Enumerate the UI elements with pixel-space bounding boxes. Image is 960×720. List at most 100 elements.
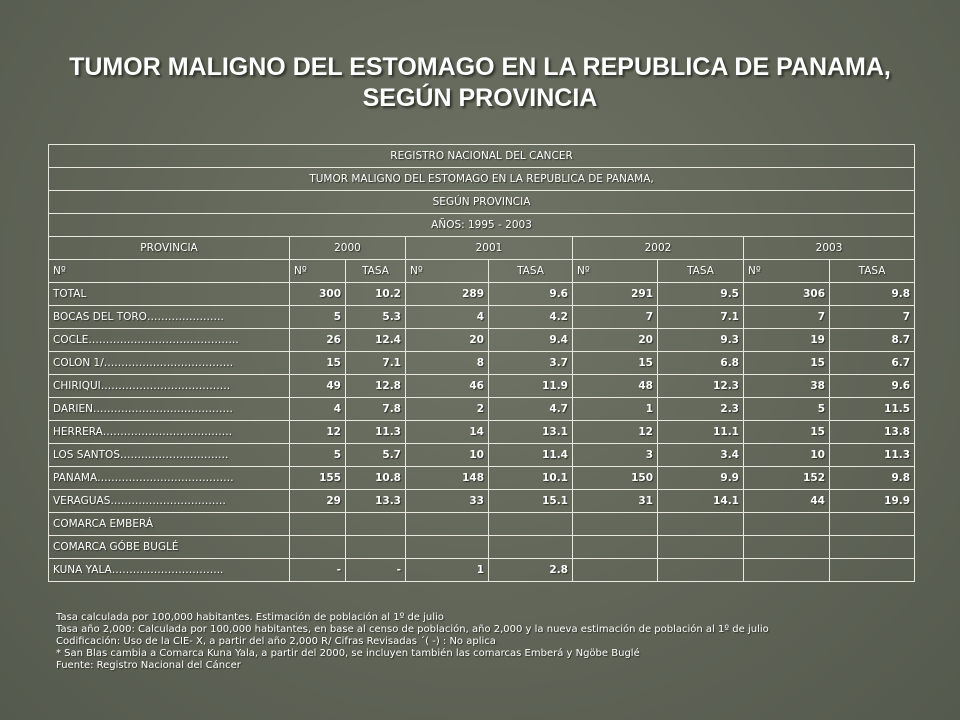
count-cell: 306 (743, 282, 830, 306)
count-cell: 48 (572, 374, 658, 398)
count-cell: 4 (289, 397, 346, 421)
count-cell (289, 512, 346, 536)
rate-cell: 9.8 (828, 282, 916, 306)
rate-cell: 11.3 (828, 443, 916, 467)
count-cell: 291 (572, 282, 658, 306)
count-cell: 150 (572, 466, 658, 490)
province-name: COLON 1/………………………………. (48, 351, 290, 375)
count-cell: 33 (405, 489, 489, 513)
count-cell: 19 (743, 328, 830, 352)
count-cell (572, 512, 658, 536)
year-header-2001: 2001 (405, 236, 573, 260)
count-cell: 3 (572, 443, 658, 467)
count-cell: 10 (743, 443, 830, 467)
rate-cell: 13.8 (828, 420, 916, 444)
rate-cell: 15.1 (488, 489, 573, 513)
footnote: * San Blas cambia a Comarca Kuna Yala, a… (56, 648, 640, 659)
rate-cell: 4.7 (488, 397, 573, 421)
rate-cell: 2.8 (488, 558, 573, 582)
count-cell: 5 (289, 305, 346, 329)
rate-cell: 10.8 (345, 466, 406, 490)
count-cell: 2 (405, 397, 489, 421)
table-row: COCLE……………………………………. 26 12.4 20 9.4 20 9.3 19 8.… (48, 328, 916, 352)
rate-cell (657, 512, 744, 536)
subheader-no: Nº (743, 259, 830, 283)
rate-cell (828, 512, 916, 536)
count-cell: 12 (289, 420, 346, 444)
count-cell: 15 (743, 351, 830, 375)
rate-cell: 9.3 (657, 328, 744, 352)
rate-cell: 12.4 (345, 328, 406, 352)
table-row: VERAGUAS…………………………… 29 13.3 33 15.1 31 14.1 44 1… (48, 489, 916, 513)
rate-cell: 7 (828, 305, 916, 329)
year-header-2000: 2000 (289, 236, 406, 260)
rate-cell: 13.3 (345, 489, 406, 513)
rate-cell: 12.3 (657, 374, 744, 398)
province-name: HERRERA………………………………. (48, 420, 290, 444)
count-cell: 7 (743, 305, 830, 329)
rate-cell: 12.8 (345, 374, 406, 398)
rate-cell: 11.3 (345, 420, 406, 444)
rate-cell (488, 535, 573, 559)
table-row: COMARCA EMBERÁ (48, 512, 916, 536)
count-cell: 8 (405, 351, 489, 375)
count-cell: 20 (572, 328, 658, 352)
banner-years: AÑOS: 1995 - 2003 (47, 213, 916, 237)
count-cell: 5 (289, 443, 346, 467)
count-cell (572, 558, 658, 582)
province-name: DARIEN…………………………………. (48, 397, 290, 421)
count-cell (405, 535, 489, 559)
table-row: BOCAS DEL TORO…………………. 5 5.3 4 4.2 7 7.1 7 7 (48, 305, 916, 329)
rate-cell: 11.9 (488, 374, 573, 398)
table-row: DARIEN…………………………………. 4 7.8 2 4.7 1 2.3 5 11.5 (48, 397, 916, 421)
rate-cell: 10.1 (488, 466, 573, 490)
rate-cell: 19.9 (828, 489, 916, 513)
count-cell (743, 558, 830, 582)
count-cell: 38 (743, 374, 830, 398)
rate-cell (828, 558, 916, 582)
banner-registry: REGISTRO NACIONAL DEL CANCER (47, 144, 916, 168)
year-header-2002: 2002 (572, 236, 744, 260)
rate-cell: 7.1 (345, 351, 406, 375)
table-row: KUNA YALA………………………….. - -1 2.8 (48, 558, 916, 582)
banner-grouping: SEGÚN PROVINCIA (47, 190, 916, 214)
footnote: Tasa año 2,000: Calculada por 100,000 ha… (56, 624, 769, 635)
rate-cell: 2.3 (657, 397, 744, 421)
rate-cell: 9.5 (657, 282, 744, 306)
count-cell: 289 (405, 282, 489, 306)
subheader-tasa: TASA (345, 259, 406, 283)
count-cell (289, 535, 346, 559)
page-title: TUMOR MALIGNO DEL ESTOMAGO EN LA REPUBLI… (69, 53, 891, 112)
rate-cell: 11.5 (828, 397, 916, 421)
rate-cell: 7.8 (345, 397, 406, 421)
province-name: BOCAS DEL TORO…………………. (48, 305, 290, 329)
table-row: PANAMA………………………………… 155 10.8 148 10.1 150 9.9 1… (48, 466, 916, 490)
rate-cell (828, 535, 916, 559)
rate-cell (345, 512, 406, 536)
table-row: CHIRIQUI………………………………. 49 12.8 46 11.9 48 12.3 3… (48, 374, 916, 398)
count-cell: - (289, 558, 346, 582)
count-cell: 5 (743, 397, 830, 421)
rate-cell: 8.7 (828, 328, 916, 352)
province-name: PANAMA………………………………… (48, 466, 290, 490)
rate-cell (488, 512, 573, 536)
banner-subject: TUMOR MALIGNO DEL ESTOMAGO EN LA REPUBLI… (47, 167, 916, 191)
count-cell: 44 (743, 489, 830, 513)
count-cell: 148 (405, 466, 489, 490)
rate-cell: 4.2 (488, 305, 573, 329)
count-cell: 12 (572, 420, 658, 444)
subheader-tasa: TASA (828, 259, 916, 283)
rate-cell: 9.4 (488, 328, 573, 352)
cancer-registry-table: REGISTRO NACIONAL DEL CANCER TUMOR MALIG… (47, 144, 916, 582)
count-cell: 4 (405, 305, 489, 329)
rate-cell: 10.2 (345, 282, 406, 306)
subheader-no: Nº (572, 259, 658, 283)
subheader-tasa: TASA (657, 259, 744, 283)
province-name: KUNA YALA………………………….. (48, 558, 290, 582)
rate-cell: 5.7 (345, 443, 406, 467)
count-cell: 49 (289, 374, 346, 398)
count-cell (743, 512, 830, 536)
count-cell (572, 535, 658, 559)
footnotes: Tasa calculada por 100,000 habitantes. E… (56, 612, 936, 672)
rate-cell: 3.7 (488, 351, 573, 375)
